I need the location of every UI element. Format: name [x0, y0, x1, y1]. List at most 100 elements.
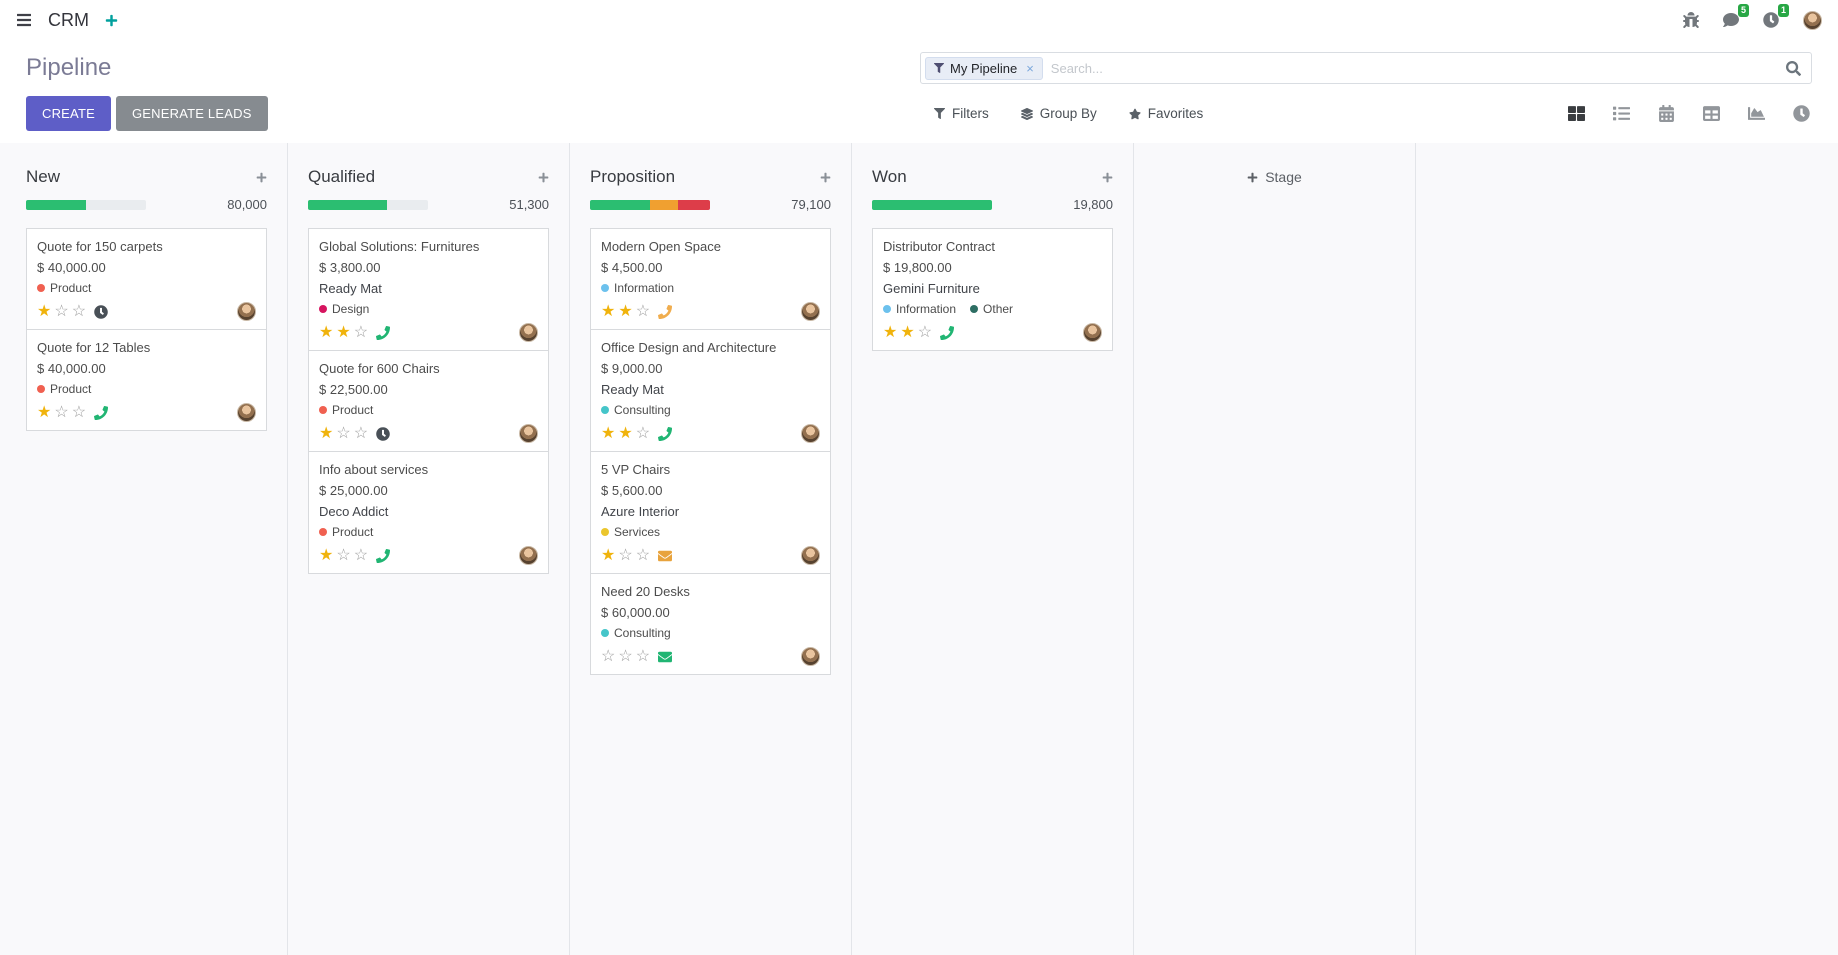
- envelope-activity-icon[interactable]: [658, 650, 673, 664]
- star-icon[interactable]: ☆: [336, 424, 351, 442]
- clock-activity-icon[interactable]: [94, 304, 108, 319]
- star-icon[interactable]: ★: [601, 302, 616, 320]
- user-avatar[interactable]: [1803, 10, 1822, 30]
- star-icon[interactable]: ☆: [618, 546, 633, 564]
- group-by-button[interactable]: Group By: [1020, 106, 1097, 121]
- kanban-card[interactable]: Modern Open Space $ 4,500.00 Information ★ ★…: [590, 228, 831, 330]
- salesperson-avatar[interactable]: [519, 424, 538, 443]
- add-stage-button[interactable]: Stage: [1247, 169, 1302, 185]
- salesperson-avatar[interactable]: [801, 546, 820, 565]
- star-icon[interactable]: ★: [601, 424, 616, 442]
- phone-activity-icon[interactable]: [376, 325, 391, 340]
- star-icon[interactable]: ☆: [336, 546, 351, 564]
- star-icon[interactable]: ☆: [353, 424, 369, 442]
- generate-leads-button[interactable]: GENERATE LEADS: [115, 96, 268, 131]
- star-icon[interactable]: ★: [618, 302, 633, 320]
- priority-stars[interactable]: ☆ ☆ ☆: [601, 647, 653, 665]
- apps-menu-icon[interactable]: [16, 12, 32, 28]
- column-progressbar[interactable]: [872, 199, 992, 210]
- debug-icon[interactable]: [1683, 12, 1699, 28]
- kanban-card[interactable]: 5 VP Chairs $ 5,600.00 Azure Interior Servi…: [590, 451, 831, 574]
- kanban-card[interactable]: Office Design and Architecture $ 9,000.00…: [590, 329, 831, 452]
- activities-menu[interactable]: 1: [1763, 4, 1789, 28]
- view-graph-button[interactable]: [1748, 105, 1765, 122]
- quick-add-icon[interactable]: [105, 14, 118, 27]
- app-name[interactable]: CRM: [48, 9, 89, 30]
- filters-button[interactable]: Filters: [934, 106, 989, 121]
- priority-stars[interactable]: ★ ★ ☆: [601, 302, 653, 320]
- messages-menu[interactable]: 5: [1723, 4, 1749, 28]
- facet-remove-icon[interactable]: ×: [1026, 60, 1034, 76]
- view-kanban-button[interactable]: [1568, 105, 1585, 122]
- create-button[interactable]: CREATE: [26, 96, 111, 131]
- star-icon[interactable]: ☆: [917, 323, 933, 341]
- phone-activity-icon[interactable]: [658, 426, 673, 441]
- star-icon[interactable]: ☆: [54, 403, 69, 421]
- column-quick-create-icon[interactable]: [256, 172, 267, 183]
- priority-stars[interactable]: ★ ☆ ☆: [601, 546, 653, 564]
- star-icon[interactable]: ☆: [353, 323, 369, 341]
- priority-stars[interactable]: ★ ★ ☆: [883, 323, 935, 341]
- kanban-card[interactable]: Quote for 12 Tables $ 40,000.00 Product ★ ☆ ☆: [26, 329, 267, 431]
- column-quick-create-icon[interactable]: [1102, 172, 1113, 183]
- phone-activity-icon[interactable]: [658, 304, 673, 319]
- favorites-button[interactable]: Favorites: [1129, 106, 1203, 121]
- search-bar[interactable]: My Pipeline ×: [920, 52, 1812, 84]
- column-progressbar[interactable]: [590, 199, 710, 210]
- priority-stars[interactable]: ★ ☆ ☆: [37, 302, 89, 320]
- star-icon[interactable]: ★: [37, 302, 52, 320]
- priority-stars[interactable]: ★ ★ ☆: [319, 323, 371, 341]
- search-icon[interactable]: [1786, 60, 1801, 76]
- column-quick-create-icon[interactable]: [820, 172, 831, 183]
- star-icon[interactable]: ★: [601, 546, 616, 564]
- kanban-card[interactable]: Info about services $ 25,000.00 Deco Addic…: [308, 451, 549, 574]
- star-icon[interactable]: ☆: [71, 302, 87, 320]
- kanban-card[interactable]: Quote for 600 Chairs $ 22,500.00 Product ★ ☆…: [308, 350, 549, 452]
- phone-activity-icon[interactable]: [94, 405, 109, 420]
- salesperson-avatar[interactable]: [237, 302, 256, 321]
- salesperson-avatar[interactable]: [1083, 323, 1102, 342]
- view-list-button[interactable]: [1613, 105, 1630, 122]
- star-icon[interactable]: ★: [37, 403, 52, 421]
- star-icon[interactable]: ★: [319, 546, 334, 564]
- salesperson-avatar[interactable]: [801, 302, 820, 321]
- envelope-activity-icon[interactable]: [658, 549, 673, 563]
- kanban-card[interactable]: Global Solutions: Furnitures $ 3,800.00 Re…: [308, 228, 549, 351]
- priority-stars[interactable]: ★ ★ ☆: [601, 424, 653, 442]
- view-pivot-button[interactable]: [1703, 105, 1720, 122]
- star-icon[interactable]: ★: [319, 424, 334, 442]
- add-stage-column[interactable]: Stage: [1134, 143, 1416, 955]
- star-icon[interactable]: ☆: [635, 546, 651, 564]
- kanban-card[interactable]: Quote for 150 carpets $ 40,000.00 Product ★…: [26, 228, 267, 330]
- column-quick-create-icon[interactable]: [538, 172, 549, 183]
- kanban-card[interactable]: Need 20 Desks $ 60,000.00 Consulting ☆ ☆ ☆: [590, 573, 831, 675]
- star-icon[interactable]: ★: [336, 323, 351, 341]
- view-activity-button[interactable]: [1793, 105, 1810, 122]
- star-icon[interactable]: ★: [900, 323, 915, 341]
- priority-stars[interactable]: ★ ☆ ☆: [319, 424, 371, 442]
- star-icon[interactable]: ★: [883, 323, 898, 341]
- search-input[interactable]: [1050, 60, 1778, 76]
- clock-activity-icon[interactable]: [376, 426, 390, 441]
- star-icon[interactable]: ☆: [618, 647, 633, 665]
- salesperson-avatar[interactable]: [801, 647, 820, 666]
- priority-stars[interactable]: ★ ☆ ☆: [319, 546, 371, 564]
- view-calendar-button[interactable]: [1658, 105, 1675, 122]
- phone-activity-icon[interactable]: [376, 548, 391, 563]
- star-icon[interactable]: ☆: [71, 403, 87, 421]
- star-icon[interactable]: ☆: [54, 302, 69, 320]
- search-facet[interactable]: My Pipeline ×: [925, 56, 1043, 80]
- salesperson-avatar[interactable]: [801, 424, 820, 443]
- star-icon[interactable]: ☆: [601, 647, 616, 665]
- column-progressbar[interactable]: [26, 199, 146, 210]
- star-icon[interactable]: ★: [618, 424, 633, 442]
- column-progressbar[interactable]: [308, 199, 428, 210]
- salesperson-avatar[interactable]: [519, 546, 538, 565]
- priority-stars[interactable]: ★ ☆ ☆: [37, 403, 89, 421]
- star-icon[interactable]: ☆: [635, 302, 651, 320]
- star-icon[interactable]: ☆: [635, 424, 651, 442]
- phone-activity-icon[interactable]: [940, 325, 955, 340]
- star-icon[interactable]: ★: [319, 323, 334, 341]
- star-icon[interactable]: ☆: [353, 546, 369, 564]
- kanban-card[interactable]: Distributor Contract $ 19,800.00 Gemini Fu…: [872, 228, 1113, 351]
